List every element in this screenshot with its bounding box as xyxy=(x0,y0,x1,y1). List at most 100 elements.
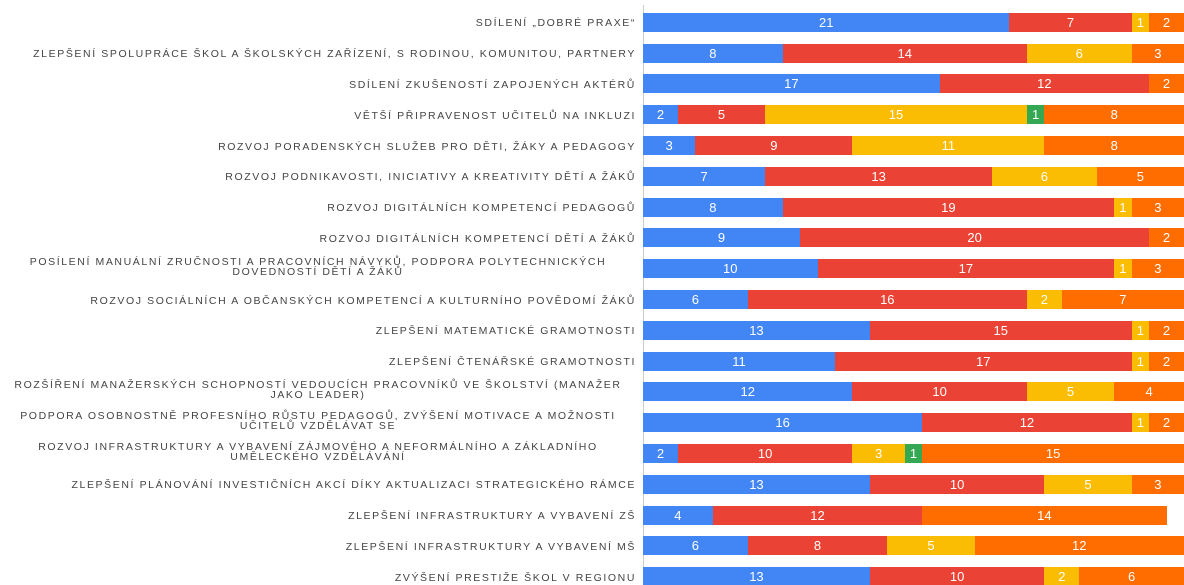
bar-segment: 3 xyxy=(1131,474,1184,494)
bar-segment: 16 xyxy=(643,413,923,433)
category-label: ZVÝŠENÍ PRESTIŽE ŠKOL V REGIONU xyxy=(394,571,636,584)
bar-segment: 10 xyxy=(869,567,1045,585)
bar-segment: 10 xyxy=(869,474,1045,494)
category-label: POSÍLENÍ MANUÁLNÍ ZRUČNOSTI A PRACOVNÍCH… xyxy=(29,256,607,279)
row: ROZVOJ SOCIÁLNÍCH A OBČANSKÝCH KOMPETENC… xyxy=(0,284,1184,315)
bar-segment: 13 xyxy=(643,567,870,585)
bar-segment: 2 xyxy=(1149,320,1184,340)
category-label: ZLEPŠENÍ ČTENÁŘSKÉ GRAMOTNOSTI xyxy=(389,356,636,369)
category-label: ROZVOJ DIGITÁLNÍCH KOMPETENCÍ PEDAGOGŮ xyxy=(327,202,636,215)
row: ZLEPŠENÍ INFRASTRUKTURY A VYBAVENÍ MŠ 6 8 5… xyxy=(0,531,1184,562)
category-label: ZLEPŠENÍ PLÁNOVÁNÍ INVESTIČNÍCH AKCÍ DÍK… xyxy=(71,479,636,492)
row: ZLEPŠENÍ PLÁNOVÁNÍ INVESTIČNÍCH AKCÍ DÍK… xyxy=(0,469,1184,500)
category-label: ZLEPŠENÍ INFRASTRUKTURY A VYBAVENÍ ZŠ xyxy=(348,510,636,523)
bar-segment: 8 xyxy=(747,536,888,556)
bar-segment: 11 xyxy=(852,136,1045,156)
category-label: SDÍLENÍ „DOBRÉ PRAXE“ xyxy=(475,17,636,30)
bar-segment: 20 xyxy=(800,228,1150,248)
bar-segment: 7 xyxy=(643,166,766,186)
row: ZVÝŠENÍ PRESTIŽE ŠKOL V REGIONU 13 10 2 6 xyxy=(0,561,1184,585)
bar-segment: 1 xyxy=(904,444,923,464)
bar-segment: 15 xyxy=(922,444,1184,464)
category-label-box: ROZVOJ INFRASTRUKTURY A VYBAVENÍ ZÁJMOVÉ… xyxy=(0,442,636,465)
bar-segment: 12 xyxy=(974,536,1184,556)
category-label: ZLEPŠENÍ MATEMATICKÉ GRAMOTNOSTI xyxy=(375,325,636,338)
bar-segment: 9 xyxy=(695,136,853,156)
bar-segment: 1 xyxy=(1026,105,1045,125)
bar-segment: 4 xyxy=(1114,382,1184,402)
row: POSÍLENÍ MANUÁLNÍ ZRUČNOSTI A PRACOVNÍCH… xyxy=(0,253,1184,284)
category-label: ROZVOJ PORADENSKÝCH SLUŽEB PRO DĚTI, ŽÁK… xyxy=(218,140,636,153)
bar-segment: 3 xyxy=(1131,259,1184,279)
bar-segment: 1 xyxy=(1114,197,1132,217)
category-label-box: ZVÝŠENÍ PRESTIŽE ŠKOL V REGIONU xyxy=(0,568,636,585)
row: ROZŠÍŘENÍ MANAŽERSKÝCH SCHOPNOSTÍ VEDOUC… xyxy=(0,377,1184,408)
bar-segment: 8 xyxy=(643,197,783,217)
category-label-box: ZLEPŠENÍ PLÁNOVÁNÍ INVESTIČNÍCH AKCÍ DÍK… xyxy=(0,475,636,493)
row: ROZVOJ INFRASTRUKTURY A VYBAVENÍ ZÁJMOVÉ… xyxy=(0,438,1184,469)
category-label-box: ZLEPŠENÍ SPOLUPRÁCE ŠKOL A ŠKOLSKÝCH ZAŘ… xyxy=(0,44,636,62)
bar-segment: 1 xyxy=(1131,12,1150,32)
bar-segment: 11 xyxy=(643,351,835,371)
row: ZLEPŠENÍ SPOLUPRÁCE ŠKOL A ŠKOLSKÝCH ZAŘ… xyxy=(0,38,1184,69)
bar-segment: 4 xyxy=(643,505,713,525)
bar-segment: 6 xyxy=(1026,43,1132,63)
bar-segment: 8 xyxy=(643,43,783,63)
bar-segment: 17 xyxy=(834,351,1132,371)
bar-segment: 2 xyxy=(1026,290,1062,310)
row: ROZVOJ DIGITÁLNÍCH KOMPETENCÍ DĚTÍ A ŽÁK… xyxy=(0,223,1184,254)
category-label-box: VĚTŠÍ PŘIPRAVENOST UČITELŮ NA INKLUZI xyxy=(0,106,636,124)
category-label-box: SDÍLENÍ ZKUŠENOSTÍ ZAPOJENÝCH AKTÉRŮ xyxy=(0,75,636,93)
bar-segment: 7 xyxy=(1009,12,1132,32)
bar-segment: 2 xyxy=(1149,228,1184,248)
category-label: ROZVOJ DIGITÁLNÍCH KOMPETENCÍ DĚTÍ A ŽÁK… xyxy=(319,232,636,245)
bar-segment: 19 xyxy=(782,197,1115,217)
category-label-box: ZLEPŠENÍ ČTENÁŘSKÉ GRAMOTNOSTI xyxy=(0,352,636,370)
bar-segment: 12 xyxy=(643,382,853,402)
bar-segment: 6 xyxy=(643,290,748,310)
category-label-box: ROZVOJ PORADENSKÝCH SLUŽEB PRO DĚTI, ŽÁK… xyxy=(0,137,636,155)
bar-segment: 2 xyxy=(1149,413,1184,433)
bar-segment: 3 xyxy=(1131,43,1184,63)
bar-segment: 6 xyxy=(1079,567,1184,585)
category-label-box: PODPORA OSOBNOSTNĚ PROFESNÍHO RŮSTU PEDA… xyxy=(0,411,636,434)
bar-segment: 10 xyxy=(643,259,818,279)
row: ROZVOJ PODNIKAVOSTI, INICIATIVY A KREATI… xyxy=(0,161,1184,192)
bar-segment: 5 xyxy=(1044,474,1132,494)
bar-segment: 13 xyxy=(765,166,993,186)
category-label: PODPORA OSOBNOSTNĚ PROFESNÍHO RŮSTU PEDA… xyxy=(20,410,616,433)
row: ZLEPŠENÍ MATEMATICKÉ GRAMOTNOSTI 13 15 1 2 xyxy=(0,315,1184,346)
category-label-box: ZLEPŠENÍ INFRASTRUKTURY A VYBAVENÍ MŠ xyxy=(0,537,636,555)
category-label-box: ROZVOJ DIGITÁLNÍCH KOMPETENCÍ DĚTÍ A ŽÁK… xyxy=(0,229,636,247)
bar-segment: 5 xyxy=(887,536,975,556)
category-label-box: ROZVOJ SOCIÁLNÍCH A OBČANSKÝCH KOMPETENC… xyxy=(0,291,636,309)
bar-segment: 17 xyxy=(817,259,1115,279)
bar-segment: 13 xyxy=(643,474,870,494)
bar-segment: 1 xyxy=(1131,413,1150,433)
bar-segment: 15 xyxy=(765,105,1027,125)
category-label: ROZVOJ INFRASTRUKTURY A VYBAVENÍ ZÁJMOVÉ… xyxy=(38,441,598,464)
bar-segment: 10 xyxy=(677,444,853,464)
category-label: ROZVOJ SOCIÁLNÍCH A OBČANSKÝCH KOMPETENC… xyxy=(90,294,636,307)
bar-segment: 6 xyxy=(992,166,1097,186)
bar-segment: 5 xyxy=(1096,166,1184,186)
category-label-box: ROZVOJ DIGITÁLNÍCH KOMPETENCÍ PEDAGOGŮ xyxy=(0,198,636,216)
bar-segment: 5 xyxy=(677,105,766,125)
bar-segment: 2 xyxy=(1149,351,1184,371)
row: VĚTŠÍ PŘIPRAVENOST UČITELŮ NA INKLUZI 2 5 1… xyxy=(0,99,1184,130)
bar-segment: 12 xyxy=(712,505,923,525)
category-label-box: ZLEPŠENÍ MATEMATICKÉ GRAMOTNOSTI xyxy=(0,321,636,339)
category-label: SDÍLENÍ ZKUŠENOSTÍ ZAPOJENÝCH AKTÉRŮ xyxy=(349,78,636,91)
row: ROZVOJ DIGITÁLNÍCH KOMPETENCÍ PEDAGOGŮ 8 1… xyxy=(0,192,1184,223)
row: ROZVOJ PORADENSKÝCH SLUŽEB PRO DĚTI, ŽÁK… xyxy=(0,130,1184,161)
row: SDÍLENÍ „DOBRÉ PRAXE“ 21 7 1 2 xyxy=(0,7,1184,38)
bar-segment: 21 xyxy=(643,12,1010,32)
bar-segment: 14 xyxy=(782,43,1027,63)
bar-segment: 2 xyxy=(643,105,678,125)
bar-segment: 13 xyxy=(643,320,870,340)
category-label: ROZŠÍŘENÍ MANAŽERSKÝCH SCHOPNOSTÍ VEDOUC… xyxy=(14,379,622,402)
bar-segment: 8 xyxy=(1044,105,1184,125)
bar-segment: 15 xyxy=(869,320,1132,340)
category-label-box: ROZŠÍŘENÍ MANAŽERSKÝCH SCHOPNOSTÍ VEDOUC… xyxy=(0,380,636,403)
